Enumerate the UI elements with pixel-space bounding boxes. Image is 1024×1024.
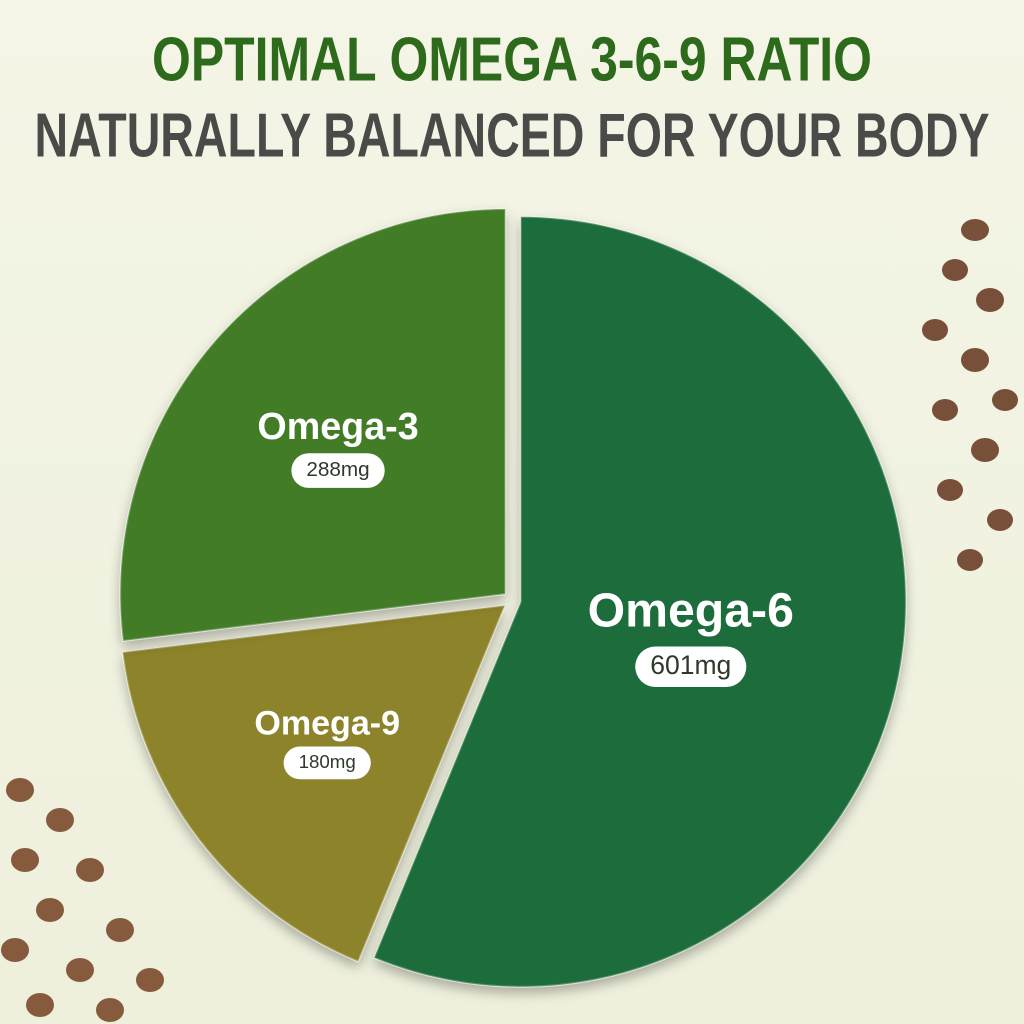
pie-slice <box>119 208 507 642</box>
value-label: 288mg <box>306 458 369 481</box>
slice-label: Omega-6 <box>588 583 794 637</box>
value-pill <box>291 453 385 488</box>
slice-label: Omega-9 <box>254 704 400 742</box>
chart-subtitle: NATURALLY BALANCED FOR YOUR BODY <box>35 101 990 170</box>
pie: Omega-6 601mg Omega-9 180mg Omega-3 288mg <box>119 208 907 988</box>
seeds-left <box>1 778 164 1022</box>
chart-title: OPTIMAL OMEGA 3-6-9 RATIO <box>152 25 872 94</box>
pie-slice <box>372 215 907 988</box>
slice-label: Omega-3 <box>257 405 418 447</box>
value-pill <box>283 746 371 780</box>
seeds-right <box>922 219 1018 571</box>
value-pill <box>635 646 747 688</box>
value-label: 180mg <box>299 751 356 772</box>
pie-slice <box>121 604 507 963</box>
value-label: 601mg <box>650 650 731 680</box>
